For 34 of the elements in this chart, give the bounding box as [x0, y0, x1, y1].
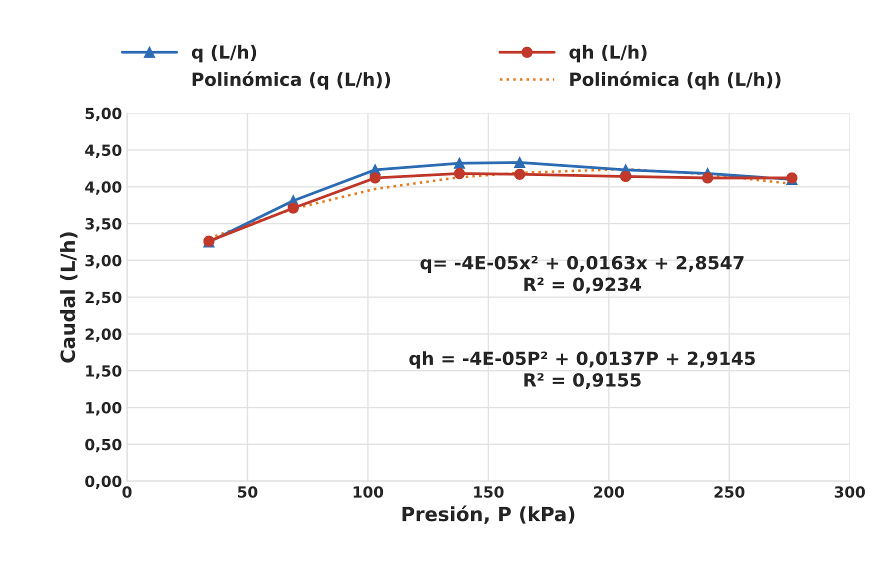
text: Polinómica (q (L/h)) — [192, 71, 390, 90]
legend-label: q (L/h) — [192, 44, 256, 62]
y-tick-label: 4,50 — [85, 144, 122, 158]
x-tick-label: 50 — [238, 486, 258, 498]
legend-label: qh (L/h) — [569, 44, 647, 62]
point — [514, 168, 526, 180]
point — [620, 170, 632, 182]
y-tick-label: 0,00 — [85, 476, 122, 490]
x-tick-label: 100 — [354, 486, 384, 498]
y-axis-title: Caudal (L/h) — [60, 232, 78, 363]
y-tick-label: 1,50 — [86, 365, 122, 379]
point — [514, 156, 526, 168]
y-tick-label: 2,00 — [86, 328, 122, 342]
point — [702, 172, 714, 184]
annotation: qh = -4E-05P² + 0,0137P + 2,9145 R² = 0,9155 — [409, 351, 755, 390]
y-tick-label: 5,00 — [86, 108, 122, 122]
y-tick-label: 2,50 — [86, 292, 122, 306]
x-tick-label: 0 — [122, 486, 132, 498]
point — [454, 158, 466, 169]
y-tick-label: 3,50 — [85, 218, 122, 232]
point — [370, 172, 381, 184]
legend-label: Polinómica (qh (L/h)) — [570, 71, 781, 90]
x-tick-label: 200 — [594, 486, 624, 498]
y-tick-label: 1,00 — [86, 402, 122, 416]
y-tick-label: 3,00 — [85, 254, 122, 268]
y-tick-label: 0,50 — [85, 438, 122, 452]
point — [454, 168, 466, 180]
x-tick-label: 250 — [714, 486, 744, 498]
x-tick-label: 150 — [474, 486, 504, 498]
y-tick-label: 4,00 — [85, 181, 122, 195]
x-tick-label: 300 — [834, 486, 865, 498]
annotation: q= -4E-05x² + 0,0163x + 2,8547 R² = 0,9234 — [420, 256, 744, 294]
x-axis-title: Presión, P (kPa) — [402, 506, 574, 524]
point — [288, 202, 299, 214]
